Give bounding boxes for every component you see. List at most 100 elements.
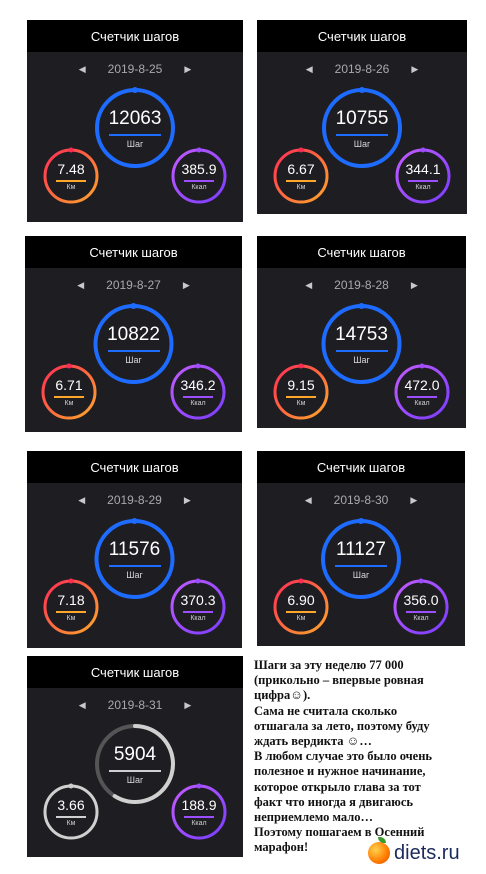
- screen-title: Счетчик шагов: [27, 656, 243, 688]
- steps-value: 11127: [335, 538, 386, 560]
- km-underline: [286, 396, 316, 398]
- km-ring-dot: [298, 578, 304, 584]
- km-display: 7.18 Км: [43, 579, 99, 635]
- date-navigator: ◀ 2019-8-30 ▶: [257, 491, 465, 509]
- screen-title: Счетчик шагов: [257, 236, 466, 268]
- kcal-value: 188.9: [181, 797, 217, 813]
- date-navigator: ◀ 2019-8-29 ▶: [27, 491, 242, 509]
- step-counter-screen: Счетчик шагов ◀ 2019-8-28 ▶ 14753 Шаг 9.15 Км 47…: [257, 236, 466, 428]
- steps-display: 11576 Шаг: [95, 519, 175, 599]
- chevron-left-icon[interactable]: ◀: [305, 63, 313, 74]
- date-label: 2019-8-27: [106, 278, 161, 292]
- kcal-display: 344.1 Ккал: [395, 148, 451, 204]
- date-navigator: ◀ 2019-8-26 ▶: [257, 60, 467, 78]
- km-underline: [286, 611, 316, 613]
- km-ring-dot: [298, 363, 304, 369]
- km-ring-dot: [66, 363, 72, 369]
- chevron-right-icon[interactable]: ▶: [411, 63, 419, 74]
- kcal-value: 356.0: [403, 592, 439, 608]
- chevron-right-icon[interactable]: ▶: [184, 699, 192, 710]
- steps-display: 10755 Шаг: [322, 88, 402, 168]
- km-ring-dot: [68, 783, 74, 789]
- km-display: 6.67 Км: [273, 148, 329, 204]
- date-label: 2019-8-26: [334, 62, 390, 76]
- kcal-value: 346.2: [180, 377, 216, 393]
- progress-rings: [273, 87, 451, 204]
- progress-rings: [43, 87, 227, 204]
- step-counter-screen: Счетчик шагов ◀ 2019-8-27 ▶ 10822 Шаг 6.71 Км 34…: [25, 236, 242, 432]
- chevron-left-icon[interactable]: ◀: [78, 699, 86, 710]
- steps-display: 11127 Шаг: [321, 519, 401, 599]
- chevron-left-icon[interactable]: ◀: [304, 494, 312, 505]
- progress-rings: [273, 303, 450, 420]
- km-underline: [54, 396, 84, 398]
- steps-ring-progress: [112, 724, 175, 804]
- screen-title: Счетчик шагов: [27, 20, 243, 52]
- steps-underline: [108, 564, 161, 567]
- diets-logo[interactable]: diets.ru: [364, 837, 464, 868]
- kcal-display: 188.9 Ккал: [171, 784, 227, 840]
- date-navigator: ◀ 2019-8-31 ▶: [27, 696, 243, 714]
- step-counter-screen: Счетчик шагов ◀ 2019-8-26 ▶ 10755 Шаг 6.67 Км 34…: [257, 20, 467, 214]
- steps-underline: [336, 133, 388, 136]
- km-display: 3.66 Км: [43, 784, 99, 840]
- steps-underline: [107, 349, 160, 352]
- chevron-left-icon[interactable]: ◀: [78, 63, 86, 74]
- km-label: Км: [66, 820, 76, 827]
- km-underline: [56, 611, 86, 613]
- chevron-right-icon[interactable]: ▶: [410, 279, 418, 290]
- km-value: 3.66: [57, 797, 85, 813]
- chevron-left-icon[interactable]: ◀: [77, 279, 85, 290]
- kcal-label: Ккал: [190, 400, 206, 407]
- steps-value: 10822: [107, 323, 160, 345]
- caption-line: В любом случае это было очень: [254, 749, 433, 764]
- steps-underline: [335, 564, 387, 567]
- kcal-display: 370.3 Ккал: [170, 579, 226, 635]
- steps-value: 12063: [108, 107, 162, 129]
- kcal-value: 385.9: [181, 161, 217, 177]
- caption-line: Сама не считала сколько: [254, 703, 398, 718]
- chevron-left-icon[interactable]: ◀: [305, 279, 313, 290]
- caption-line: (прикольно – впервые ровная: [254, 673, 424, 688]
- kcal-ring-dot: [195, 363, 201, 369]
- date-label: 2019-8-28: [334, 278, 389, 292]
- chevron-right-icon[interactable]: ▶: [183, 494, 191, 505]
- caption-line: марафон!: [254, 840, 309, 855]
- km-value: 9.15: [287, 377, 315, 393]
- progress-rings: [43, 724, 227, 840]
- steps-label: Шаг: [126, 138, 144, 149]
- caption-line: отшагала за лето, поэтому буду: [254, 718, 430, 733]
- chevron-right-icon[interactable]: ▶: [182, 279, 190, 290]
- kcal-underline: [183, 396, 213, 398]
- steps-ring-dot: [358, 303, 365, 309]
- steps-ring-dot: [358, 518, 364, 524]
- kcal-ring-dot: [419, 363, 425, 369]
- steps-display: 10822 Шаг: [94, 304, 174, 384]
- caption-text: Шаги за эту неделю 77 000 (прикольно – в…: [254, 658, 478, 856]
- kcal-ring-dot: [196, 783, 202, 789]
- caption-line: Поэтому пошагаем в Осенний: [254, 825, 425, 840]
- km-label: Км: [296, 184, 306, 191]
- kcal-display: 385.9 Ккал: [171, 148, 227, 204]
- date-label: 2019-8-30: [333, 493, 389, 507]
- chevron-right-icon[interactable]: ▶: [410, 494, 418, 505]
- km-label: Км: [296, 615, 306, 622]
- steps-underline: [109, 769, 161, 772]
- steps-value: 10755: [335, 107, 389, 129]
- steps-value: 5904: [113, 743, 157, 765]
- steps-value: 14753: [335, 323, 388, 345]
- steps-display: 5904 Шаг: [95, 724, 175, 804]
- date-label: 2019-8-29: [107, 493, 162, 507]
- km-value: 6.90: [287, 592, 315, 608]
- kcal-label: Ккал: [415, 184, 431, 191]
- steps-ring-dot: [131, 518, 138, 524]
- km-label: Км: [64, 400, 74, 407]
- steps-display: 14753 Шаг: [322, 304, 402, 384]
- step-counter-screen: Счетчик шагов ◀ 2019-8-29 ▶ 11576 Шаг 7.18 Км 37…: [27, 451, 242, 648]
- chevron-right-icon[interactable]: ▶: [184, 63, 192, 74]
- kcal-label: Ккал: [414, 400, 430, 407]
- km-ring-dot: [298, 147, 304, 153]
- km-underline: [56, 816, 86, 818]
- km-display: 6.71 Км: [41, 364, 97, 420]
- chevron-left-icon[interactable]: ◀: [78, 494, 86, 505]
